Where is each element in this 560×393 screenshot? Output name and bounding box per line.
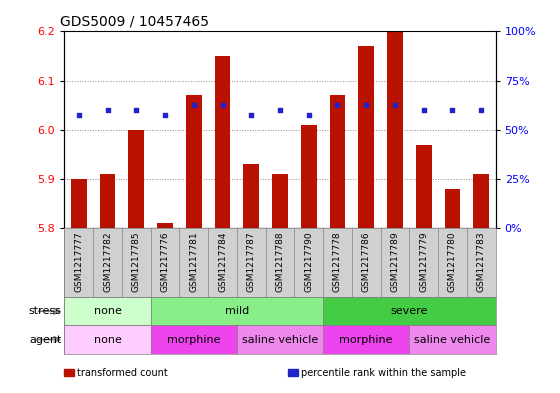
Text: percentile rank within the sample: percentile rank within the sample <box>301 368 466 378</box>
Bar <box>151 325 237 354</box>
Point <box>419 107 428 113</box>
Text: GSM1217777: GSM1217777 <box>74 232 83 292</box>
Point <box>189 102 198 108</box>
Text: saline vehicle: saline vehicle <box>414 334 491 345</box>
Bar <box>323 325 409 354</box>
Text: saline vehicle: saline vehicle <box>242 334 318 345</box>
Point <box>448 107 457 113</box>
Text: GSM1217779: GSM1217779 <box>419 232 428 292</box>
Point <box>132 107 141 113</box>
Text: morphine: morphine <box>167 334 221 345</box>
Text: GSM1217785: GSM1217785 <box>132 232 141 292</box>
Point <box>390 102 399 108</box>
Text: GSM1217776: GSM1217776 <box>161 232 170 292</box>
Point <box>362 102 371 108</box>
Bar <box>151 297 323 325</box>
Point <box>74 112 83 118</box>
Bar <box>244 164 259 228</box>
Text: GSM1217784: GSM1217784 <box>218 232 227 292</box>
Bar <box>100 174 115 228</box>
Bar <box>186 95 202 228</box>
Bar <box>71 179 87 228</box>
Point <box>477 107 486 113</box>
Text: GSM1217788: GSM1217788 <box>276 232 284 292</box>
Bar <box>358 46 374 228</box>
Text: severe: severe <box>391 306 428 316</box>
Point <box>103 107 112 113</box>
Bar <box>387 31 403 228</box>
Text: GSM1217786: GSM1217786 <box>362 232 371 292</box>
Text: mild: mild <box>225 306 249 316</box>
Point <box>161 112 170 118</box>
Bar <box>237 325 323 354</box>
Bar <box>64 325 151 354</box>
Bar <box>128 130 144 228</box>
Text: stress: stress <box>29 306 62 316</box>
Bar <box>157 223 173 228</box>
Bar <box>272 174 288 228</box>
Text: morphine: morphine <box>339 334 393 345</box>
Text: GSM1217789: GSM1217789 <box>390 232 399 292</box>
Bar <box>323 297 496 325</box>
Bar <box>64 297 151 325</box>
Bar <box>214 56 230 228</box>
Bar <box>416 145 432 228</box>
Text: GSM1217790: GSM1217790 <box>304 232 313 292</box>
Text: GSM1217781: GSM1217781 <box>189 232 198 292</box>
Point <box>276 107 284 113</box>
Point <box>304 112 313 118</box>
Text: GDS5009 / 10457465: GDS5009 / 10457465 <box>60 15 209 29</box>
Bar <box>409 325 496 354</box>
Text: GSM1217787: GSM1217787 <box>247 232 256 292</box>
Point <box>333 102 342 108</box>
Text: GSM1217780: GSM1217780 <box>448 232 457 292</box>
Bar <box>473 174 489 228</box>
Text: GSM1217783: GSM1217783 <box>477 232 486 292</box>
Text: transformed count: transformed count <box>77 368 167 378</box>
Bar <box>445 189 460 228</box>
Point <box>247 112 256 118</box>
Text: GSM1217782: GSM1217782 <box>103 232 112 292</box>
Text: none: none <box>94 306 122 316</box>
Text: none: none <box>94 334 122 345</box>
Point <box>218 102 227 108</box>
Text: GSM1217778: GSM1217778 <box>333 232 342 292</box>
Bar <box>330 95 346 228</box>
Text: agent: agent <box>29 334 62 345</box>
Bar <box>301 125 316 228</box>
